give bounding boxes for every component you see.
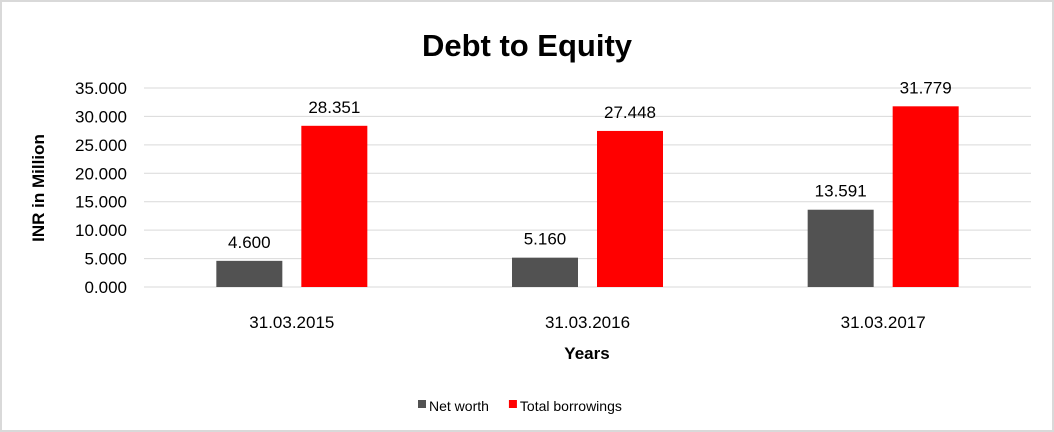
data-label: 5.160 [524, 230, 567, 249]
x-axis-label: Years [564, 344, 609, 363]
bar-net-worth [512, 257, 578, 287]
data-label: 13.591 [815, 182, 867, 201]
bar-net-worth [807, 209, 874, 287]
y-tick-label: 25.000 [75, 136, 127, 155]
x-tick-label: 31.03.2017 [841, 313, 926, 332]
y-tick-label: 30.000 [75, 107, 127, 126]
data-label: 31.779 [900, 78, 952, 97]
bar-net-worth [216, 260, 283, 287]
data-label: 27.448 [604, 103, 656, 122]
x-tick-label: 31.03.2015 [249, 313, 334, 332]
y-tick-label: 15.000 [75, 193, 127, 212]
y-tick-label: 10.000 [75, 221, 127, 240]
x-tick-label: 31.03.2016 [545, 313, 630, 332]
data-label: 4.600 [228, 233, 271, 252]
bar-total-borrowings [597, 130, 663, 287]
y-tick-label: 5.000 [84, 250, 127, 269]
legend-swatch [508, 400, 517, 408]
y-tick-label: 0.000 [84, 278, 127, 297]
chart-title: Debt to Equity [422, 28, 633, 63]
bar-total-borrowings [892, 106, 959, 287]
y-tick-label: 20.000 [75, 164, 127, 183]
y-tick-label: 35.000 [75, 79, 127, 98]
legend-label: Net worth [429, 398, 489, 414]
legend-label: Total borrowings [520, 398, 622, 414]
y-axis-label: INR in Million [29, 134, 48, 242]
data-label: 28.351 [308, 98, 360, 117]
legend-swatch [418, 400, 426, 408]
bar-total-borrowings [301, 125, 368, 287]
